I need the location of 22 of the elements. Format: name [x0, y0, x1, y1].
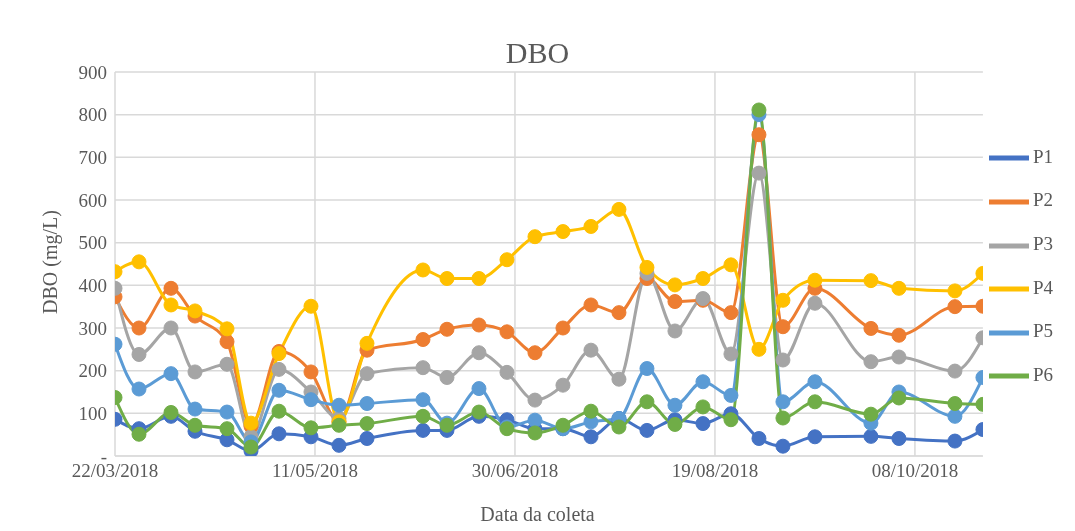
chart-title: DBO [505, 36, 570, 69]
y-axis-title: DBO (mg/L) [39, 210, 63, 314]
y-tick-label: 200 [78, 360, 107, 382]
legend-label: P5 [1032, 320, 1053, 342]
y-tick-label: 400 [78, 275, 107, 297]
legend-label: P6 [1032, 363, 1053, 385]
y-tick-label: 800 [78, 104, 107, 126]
legend-label: P3 [1032, 232, 1053, 254]
x-tick-label: 30/06/2018 [471, 460, 559, 482]
legend-label: P1 [1032, 145, 1053, 167]
y-tick-label: 700 [78, 147, 107, 169]
y-tick-label: 600 [78, 189, 107, 211]
y-tick-label: 100 [78, 403, 107, 425]
x-tick-label: 08/10/2018 [871, 460, 959, 482]
x-tick-label: 19/08/2018 [671, 460, 759, 482]
legend-label: P2 [1032, 189, 1053, 211]
x-tick-label: 11/05/2018 [272, 460, 358, 482]
y-tick-label: 300 [78, 317, 107, 339]
y-tick-label: 900 [78, 61, 107, 83]
x-axis-title: Data da coleta [479, 503, 596, 526]
y-tick-label: 500 [78, 232, 107, 254]
legend-label: P4 [1032, 276, 1053, 298]
